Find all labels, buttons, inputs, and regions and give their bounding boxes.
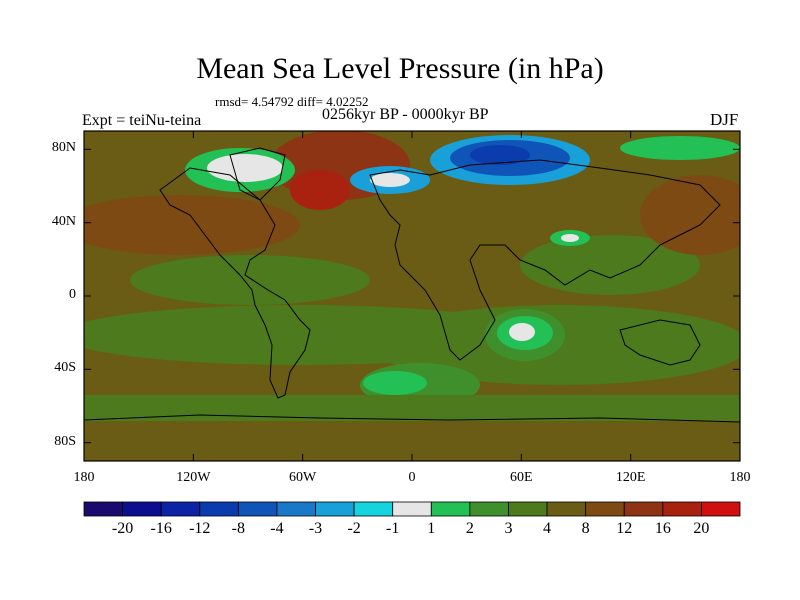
colorbar-tick-label: 4	[543, 520, 552, 537]
colorbar-swatch	[392, 501, 432, 517]
siberia-center	[470, 145, 530, 165]
colorbar-tick-label: -1	[386, 520, 400, 537]
colorbar-swatch	[469, 501, 509, 517]
lon-label: 0	[408, 470, 416, 485]
lon-label: 120E	[615, 470, 646, 485]
chart-title: Mean Sea Level Pressure (in hPa)	[196, 52, 604, 85]
scandinavia-core	[370, 173, 410, 187]
lat-label: 40N	[51, 213, 76, 229]
colorbar-tick-label: -16	[150, 520, 172, 537]
greenland-core	[207, 154, 283, 182]
lon-label: 120W	[176, 470, 211, 485]
colorbar-swatch	[199, 501, 239, 517]
colorbar-tick-label: 2	[465, 520, 474, 537]
stats-text: rmsd= 4.54792 diff= 4.02252	[215, 94, 369, 109]
colorbar-tick-label: 1	[427, 520, 436, 537]
colorbar-tick-label: -3	[308, 520, 323, 537]
colorbar-tick-label: 20	[693, 520, 710, 537]
colorbar-swatch	[701, 501, 741, 517]
colorbar-swatch	[315, 501, 355, 517]
colorbar-tick-label: -20	[111, 520, 134, 537]
tibet-core	[561, 234, 579, 242]
colorbar-swatch	[83, 501, 123, 517]
colorbar-tick-label: 8	[581, 520, 590, 537]
season-label: DJF	[710, 110, 739, 129]
lat-label: 80N	[51, 140, 76, 156]
colorbar	[83, 501, 741, 517]
lon-label: 60W	[289, 470, 317, 485]
colorbar-swatch	[430, 501, 471, 517]
coastlines	[84, 147, 740, 423]
west-pacific-brown	[640, 175, 740, 255]
colorbar-tick-label: 12	[616, 520, 633, 537]
atlantic-band	[130, 255, 370, 305]
colorbar-tick-label: -2	[347, 520, 361, 537]
pressure-field	[84, 131, 740, 461]
colorbar-swatch	[160, 501, 201, 517]
colorbar-tick-label: -12	[189, 520, 211, 537]
south-atlantic-core	[363, 371, 427, 395]
colorbar-tick-label: -4	[270, 520, 284, 537]
indian-anomaly-core	[509, 323, 535, 341]
lon-label: 180	[729, 470, 751, 485]
colorbar-tick-label: -8	[231, 520, 245, 537]
colorbar-swatch	[508, 501, 548, 517]
period-label: 0256kyr BP - 0000kyr BP	[322, 106, 489, 123]
colorbar-swatch	[585, 501, 625, 517]
experiment-label: Expt = teiNu-teina	[82, 112, 202, 129]
lon-label: 60E	[510, 470, 533, 485]
colorbar-tick-label: 3	[504, 520, 513, 537]
colorbar-swatch	[353, 501, 394, 517]
lat-label: 40S	[54, 360, 76, 376]
lat-label: 80S	[54, 433, 76, 449]
colorbar-swatch	[122, 501, 162, 517]
southern-ocean-band	[84, 395, 740, 421]
colorbar-swatch	[237, 501, 278, 517]
axis-ticks	[83, 131, 741, 461]
north-atlantic-core	[290, 170, 350, 210]
colorbar-tick-label: 16	[654, 520, 671, 537]
north-pacific-brown	[84, 195, 300, 255]
lon-label: 180	[73, 470, 95, 485]
colorbar-swatch	[662, 501, 702, 517]
east-siberia-anomaly	[620, 136, 740, 160]
colorbar-swatch	[546, 501, 587, 517]
colorbar-swatch	[276, 501, 316, 517]
colorbar-swatch	[623, 501, 664, 517]
lat-label: 0	[69, 287, 76, 302]
